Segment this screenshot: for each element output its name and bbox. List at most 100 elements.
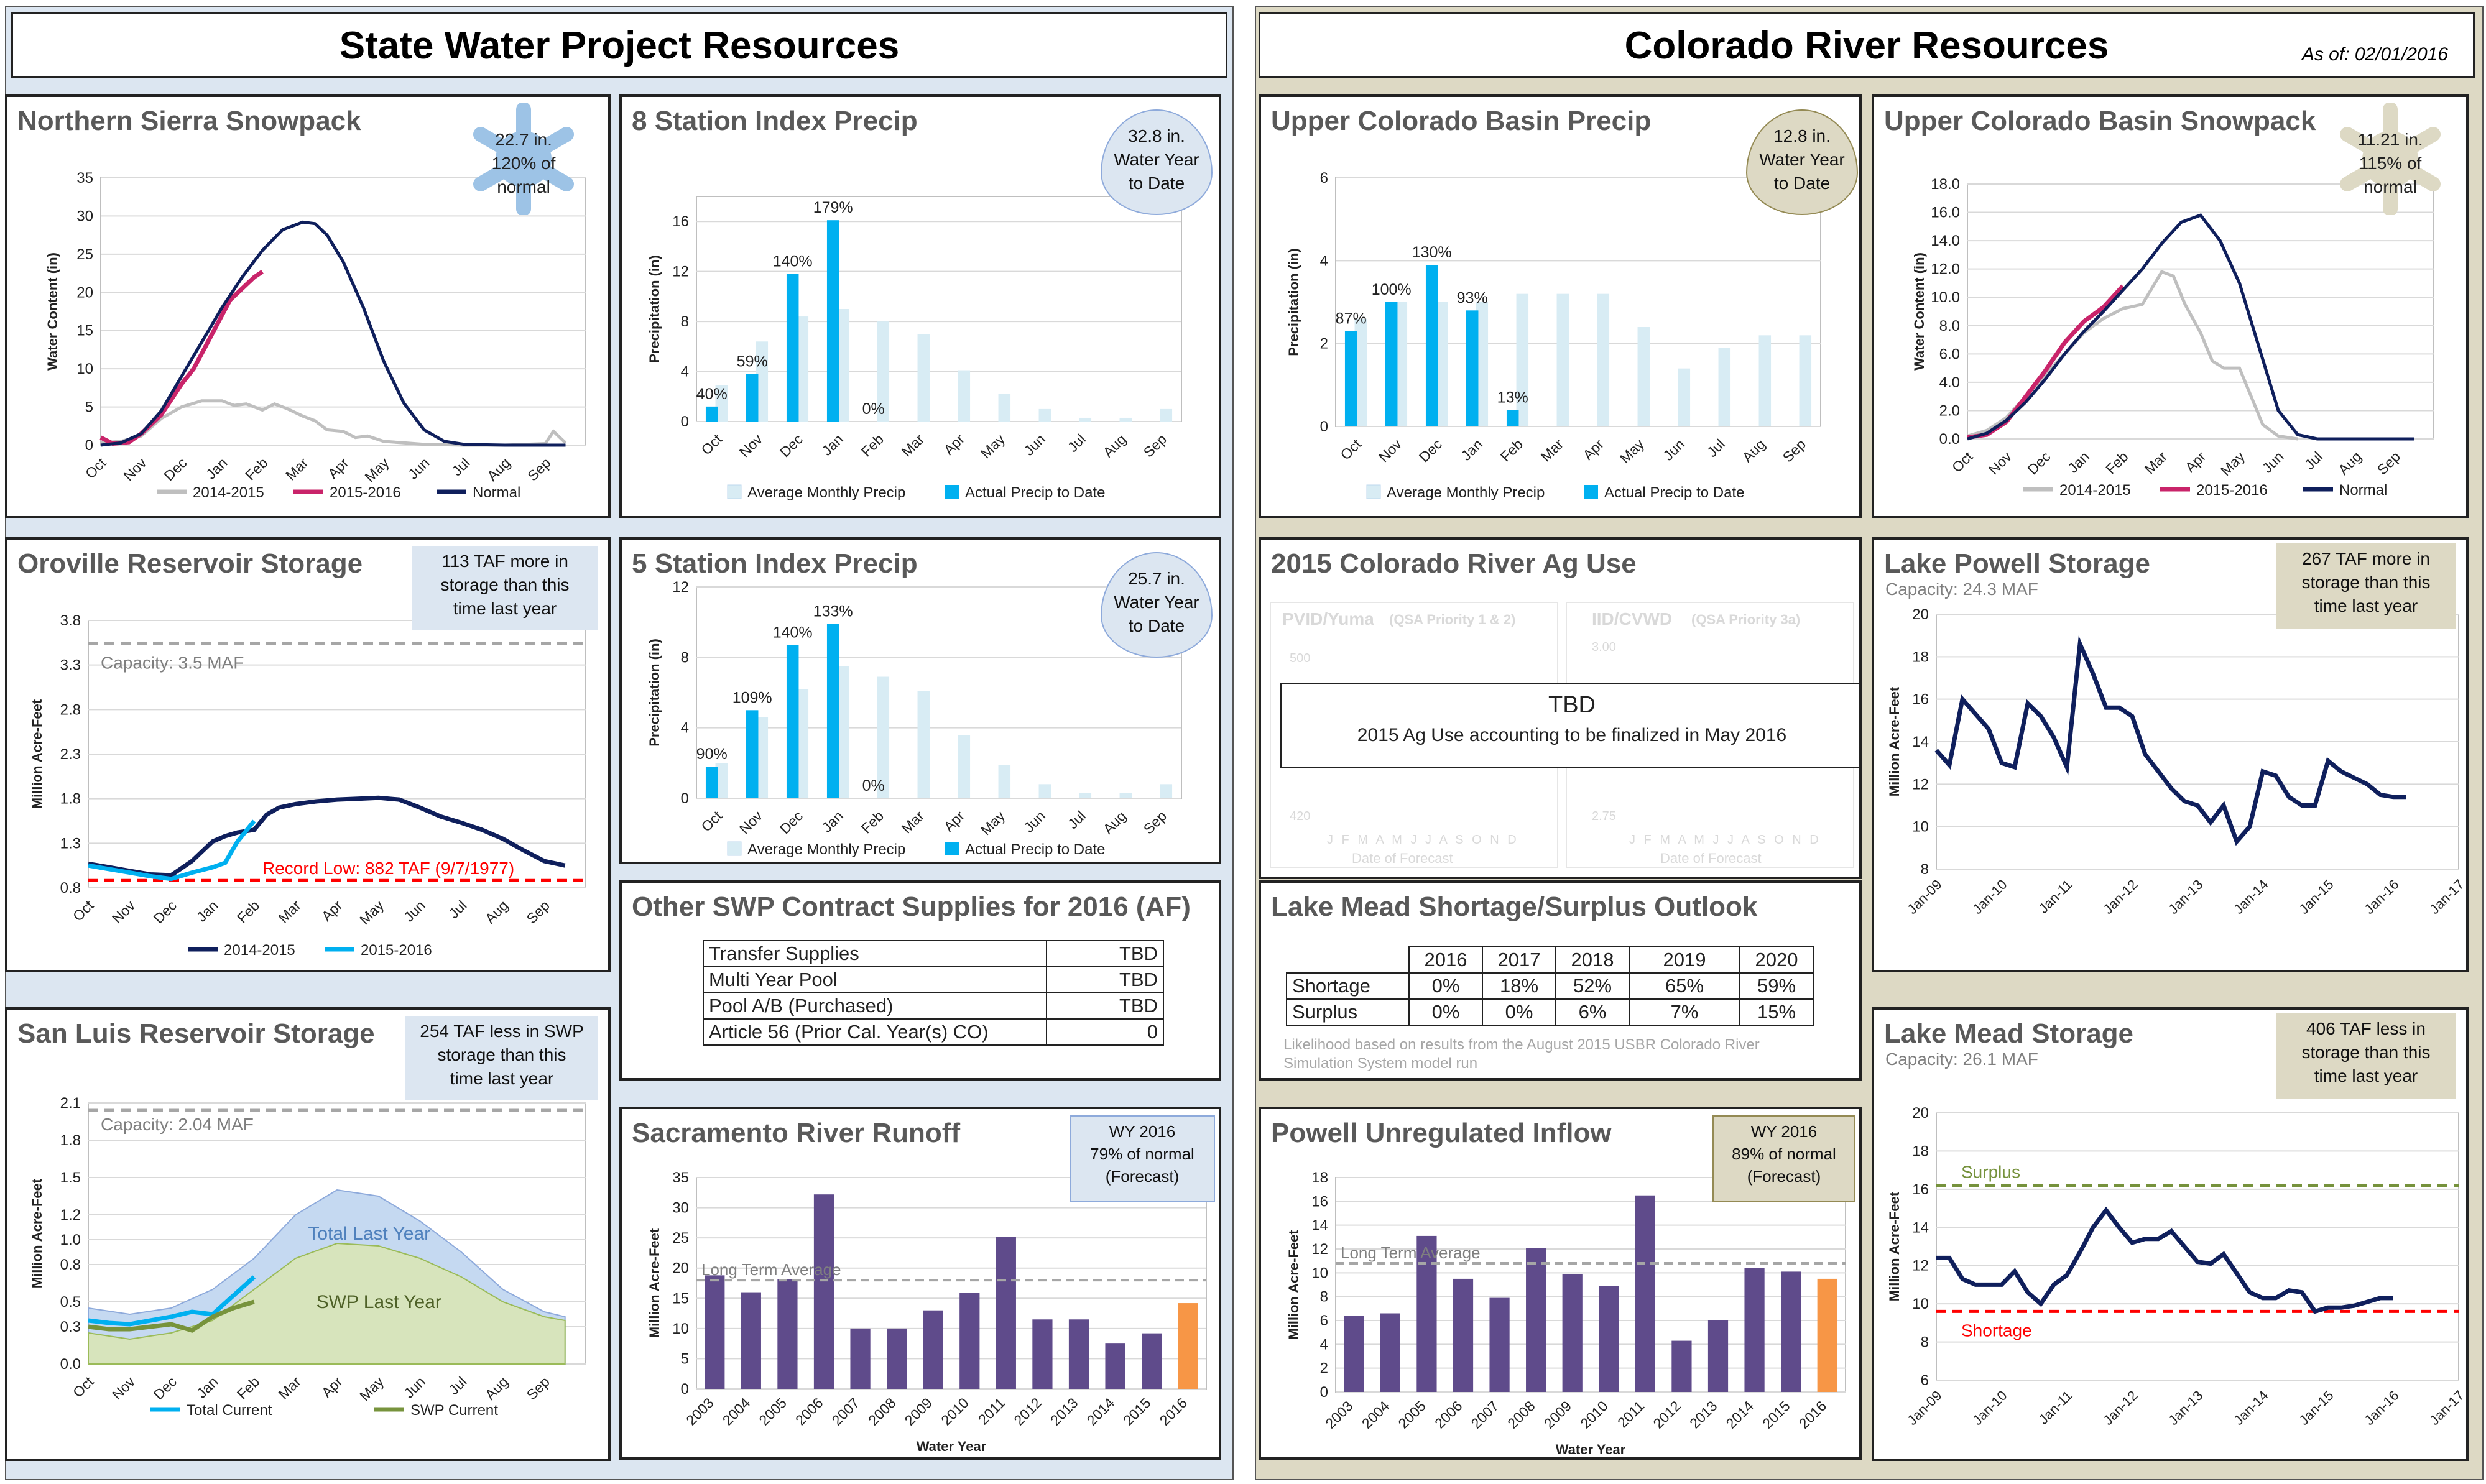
y-tick-label: 3.8 (60, 612, 81, 629)
avg-bar (836, 309, 849, 422)
y-tick-label: 10 (76, 361, 93, 377)
y-tick-label: 12 (1912, 776, 1929, 793)
y-axis-label: Million Acre-Feet (1887, 686, 1902, 796)
data-label: 93% (1457, 289, 1488, 306)
legend-label: Actual Precip to Date (965, 841, 1105, 858)
x-tick-label: Oct (698, 431, 725, 458)
x-tick-label: Mar (1538, 436, 1567, 465)
eight-station-precip-chart: 0 4 8 12 16 Precipitation (in) 40% 59% 140% 179% 0… (647, 196, 1182, 501)
x-tick-label: Apr (318, 897, 346, 924)
x-tick-label: Aug (1100, 808, 1129, 837)
callout-line: 267 TAF more in (2302, 549, 2430, 568)
avg-bar (958, 735, 971, 798)
x-tick-label: 2004 (719, 1394, 754, 1429)
avg-bar (917, 334, 930, 422)
avg-bar (877, 676, 890, 798)
x-tick-label: Dec (2024, 448, 2053, 477)
runoff-bar (741, 1292, 761, 1389)
table-cell: TBD (1046, 992, 1164, 1020)
x-tick-label: Jan-09 (1904, 1388, 1944, 1428)
callout-line: (Forecast) (1105, 1167, 1180, 1186)
y-tick-label: 1.8 (60, 1132, 81, 1149)
x-tick-label: Jan (2064, 448, 2092, 476)
y-tick-label: 0.5 (60, 1294, 81, 1311)
table-cell: 0% (1408, 998, 1483, 1026)
capacity-label: Capacity: 26.1 MAF (1885, 1049, 2038, 1069)
panel-title: San Luis Reservoir Storage (17, 1018, 375, 1049)
tbd-text: 2015 Ag Use accounting to be finalized i… (1357, 725, 1787, 745)
x-tick-label: Nov (736, 808, 766, 837)
x-tick-label: Oct (82, 454, 109, 482)
snowflake-icon: 11.21 in. 115% of normal (2334, 102, 2446, 216)
tbd-label: TBD (1548, 692, 1596, 718)
legend-swatch (945, 842, 959, 855)
legend-label: Actual Precip to Date (1604, 484, 1744, 501)
y-tick-label: 8 (1921, 1334, 1929, 1351)
x-tick-label: Sep (524, 1373, 553, 1403)
callout-line: time last year (450, 1069, 554, 1088)
ghost-months: J F M A M J J A S O N D (1629, 833, 1821, 847)
x-tick-label: Jan-14 (2230, 877, 2271, 917)
avg-bar (917, 691, 930, 798)
x-tick-label: Aug (1739, 436, 1768, 465)
panel-title: 5 Station Index Precip (632, 548, 918, 579)
x-tick-label: 2007 (1468, 1398, 1502, 1432)
x-tick-label: Apr (1579, 436, 1607, 463)
x-tick-label: Mar (899, 431, 928, 460)
series-line (88, 795, 566, 878)
y-tick-label: 8 (1320, 1289, 1328, 1306)
x-tick-label: Jan-17 (2426, 877, 2467, 917)
callout-line: 120% of (491, 154, 556, 173)
raindrop-icon: 12.8 in. Water Year to Date (1746, 109, 1858, 215)
x-tick-label: Jul (448, 454, 473, 479)
x-tick-label: Jan (193, 1373, 221, 1401)
avg-bar (1799, 335, 1812, 426)
y-tick-label: 0 (85, 437, 93, 454)
table-cell: 6% (1555, 998, 1630, 1026)
y-tick-label: 14 (1912, 1219, 1929, 1236)
x-tick-label: 2008 (1504, 1398, 1538, 1432)
x-tick-label: Sep (1140, 808, 1170, 837)
data-label: 100% (1372, 281, 1412, 298)
runoff-bar (1707, 1320, 1729, 1392)
x-tick-label: Nov (1985, 448, 2015, 478)
y-tick-label: 1.8 (60, 791, 81, 808)
row-label: Surplus (1286, 998, 1410, 1026)
callout-line: (Forecast) (1747, 1167, 1821, 1186)
y-tick-label: 30 (672, 1200, 689, 1217)
x-tick-label: Jan (203, 454, 231, 482)
x-tick-label: Jul (2301, 448, 2326, 472)
x-tick-label: Apr (325, 454, 352, 482)
x-tick-label: Jan (818, 808, 846, 836)
raindrop-icon: 25.7 in. Water Year to Date (1101, 552, 1213, 658)
y-tick-label: 0.8 (60, 880, 81, 896)
runoff-bar (1105, 1343, 1125, 1389)
table-cell: Pool A/B (Purchased) (703, 992, 1047, 1020)
x-tick-label: Apr (940, 431, 968, 458)
ghost-chart-title: IID/CVWD (1592, 609, 1673, 629)
x-tick-label: Feb (234, 897, 262, 926)
x-tick-label: Jan (1458, 436, 1486, 464)
plot-area (696, 1177, 1207, 1390)
table-row: Shortage 0% 18% 52% 65% 59% (1286, 972, 1814, 1000)
x-tick-label: Nov (109, 1373, 139, 1403)
legend-label: 2014-2015 (224, 942, 295, 959)
runoff-bar (923, 1310, 943, 1389)
actual-bar (746, 710, 759, 798)
year-header: 2017 (1482, 946, 1556, 974)
y-tick-label: 12.0 (1931, 261, 1960, 278)
x-tick-label: Oct (70, 1373, 97, 1401)
x-tick-label: Oct (70, 897, 97, 924)
y-tick-label: 14 (1912, 734, 1929, 750)
series-line (1967, 284, 2125, 440)
avg-bar (796, 689, 809, 798)
x-tick-label: Jan-11 (2035, 877, 2075, 916)
table-cell: 0 (1046, 1018, 1164, 1046)
y-tick-label: 0.8 (60, 1256, 81, 1273)
legend-label: Normal (473, 484, 520, 501)
x-tick-label: Dec (777, 431, 806, 460)
x-tick-label: Nov (120, 454, 150, 484)
ghost-axis-label: Date of Forecast (1660, 850, 1762, 866)
forecast-bar (1178, 1303, 1198, 1389)
table-row: Pool A/B (Purchased) TBD (703, 992, 1164, 1020)
